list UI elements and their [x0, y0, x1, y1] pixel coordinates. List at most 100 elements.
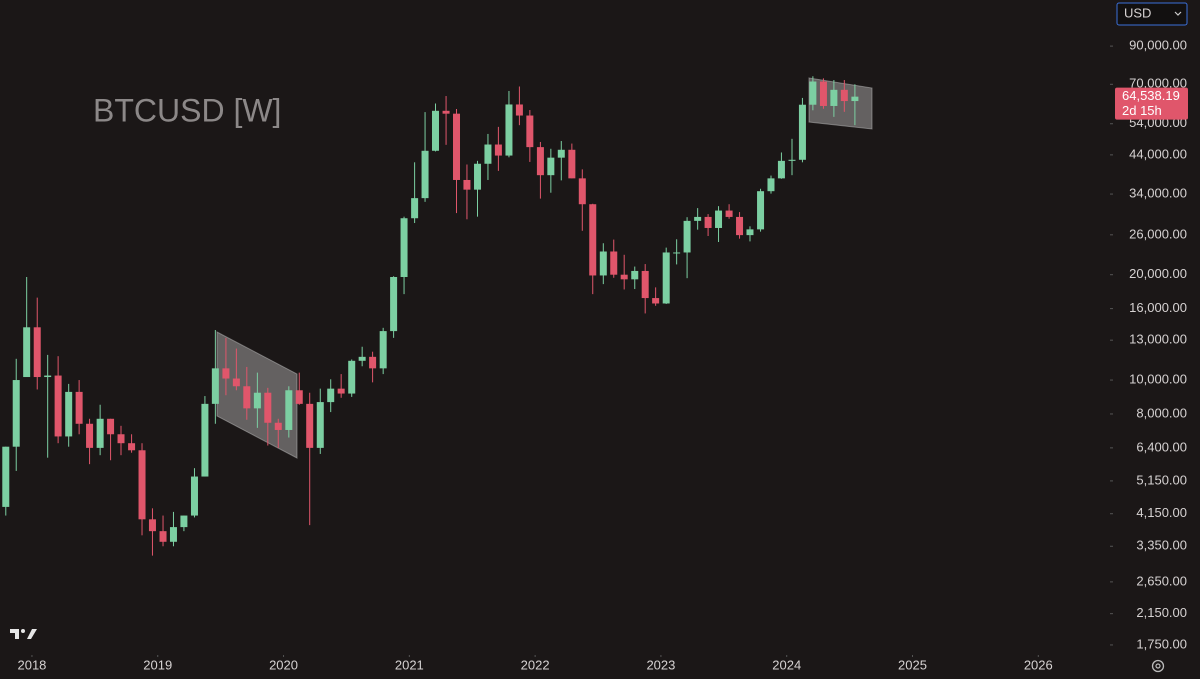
- y-tick-label: 8,000.00: [1136, 405, 1187, 420]
- candle-body: [54, 375, 62, 437]
- y-tick-label: 5,150.00: [1136, 472, 1187, 487]
- x-tick-label: 2022: [521, 657, 550, 672]
- x-tick-label: 2023: [646, 657, 675, 672]
- currency-label[interactable]: USD: [1124, 5, 1151, 20]
- logo-part: [21, 629, 25, 633]
- candle-body: [652, 298, 660, 304]
- candle-body: [431, 110, 439, 151]
- candle-body: [746, 229, 754, 236]
- candle-body: [599, 251, 607, 276]
- candle-body: [65, 391, 73, 437]
- x-tick-label: 2025: [898, 657, 927, 672]
- last-price-label: 64,538.19: [1122, 88, 1180, 103]
- candle-body: [379, 331, 387, 369]
- candle-body: [757, 191, 765, 230]
- last-price-box: [1115, 87, 1188, 120]
- candle-body: [830, 89, 838, 106]
- countdown-label: 2d 15h: [1122, 103, 1162, 118]
- candle-body: [725, 210, 733, 217]
- y-tick-label: 20,000.00: [1129, 266, 1187, 281]
- y-tick-label: 34,000.00: [1129, 185, 1187, 200]
- candle-body: [222, 368, 230, 379]
- candle-body: [474, 163, 482, 190]
- candle-body: [547, 157, 555, 176]
- candle-body: [704, 216, 712, 228]
- candle-body: [798, 104, 806, 160]
- candle-body: [86, 423, 94, 448]
- chevron[interactable]: [1174, 11, 1182, 16]
- candle-body: [694, 216, 702, 221]
- candle-body: [683, 220, 691, 253]
- candle-body: [23, 327, 31, 378]
- chart-title: BTCUSD [W]: [93, 92, 281, 128]
- candle-body: [557, 149, 565, 158]
- y-tick-label: 1,750.00: [1136, 636, 1187, 651]
- candle-body: [767, 178, 775, 192]
- candle-body: [809, 81, 817, 105]
- candle-body: [201, 403, 209, 477]
- gear-hub[interactable]: [1155, 663, 1161, 669]
- candle-body: [12, 380, 20, 447]
- settings-icon[interactable]: [1151, 659, 1165, 673]
- candle-body: [589, 204, 597, 276]
- candle-body: [463, 179, 471, 190]
- x-tick-label: 2019: [143, 657, 172, 672]
- candle-body: [190, 476, 198, 516]
- candle-body: [840, 89, 848, 102]
- candle-body: [159, 531, 167, 542]
- candle-body: [2, 446, 10, 507]
- candle-body: [169, 527, 177, 542]
- candle-body: [526, 115, 534, 148]
- candle-body: [536, 147, 544, 176]
- candle-body: [851, 96, 859, 102]
- y-tick-label: 44,000.00: [1129, 146, 1187, 161]
- y-tick-label: 26,000.00: [1129, 226, 1187, 241]
- candle-body: [777, 160, 785, 179]
- gear-ring[interactable]: [1151, 659, 1165, 673]
- candle-body: [610, 251, 618, 275]
- currency-select[interactable]: USD: [1116, 2, 1188, 26]
- candle-body: [274, 422, 282, 430]
- candle-body: [788, 159, 796, 161]
- candle-body: [673, 252, 681, 254]
- candle-body: [117, 434, 125, 444]
- y-tick-label: 6,400.00: [1136, 439, 1187, 454]
- candle-body: [33, 327, 41, 378]
- candle-body: [180, 515, 188, 528]
- x-tick-label: 2018: [17, 657, 46, 672]
- candle-body: [243, 386, 251, 409]
- y-tick-label: 10,000.00: [1129, 371, 1187, 386]
- candles: [2, 76, 859, 556]
- candle-body: [232, 378, 240, 387]
- candle-body: [75, 391, 83, 424]
- candle-body: [128, 443, 136, 451]
- x-tick-label: 2024: [772, 657, 801, 672]
- candle-body: [390, 276, 398, 332]
- y-tick-label: 2,650.00: [1136, 573, 1187, 588]
- candle-body: [369, 356, 377, 369]
- candle-body: [578, 178, 586, 205]
- y-tick-label: 2,150.00: [1136, 605, 1187, 620]
- candle-body: [411, 198, 419, 219]
- y-tick-label: 4,150.00: [1136, 505, 1187, 520]
- y-tick-label: 3,350.00: [1136, 538, 1187, 553]
- candle-body: [253, 392, 261, 409]
- candle-body: [327, 388, 335, 403]
- candle-body: [44, 375, 52, 378]
- y-tick-label: 16,000.00: [1129, 300, 1187, 315]
- candle-body: [295, 390, 303, 404]
- currency-box[interactable]: [1116, 2, 1188, 26]
- candle-body: [358, 356, 366, 361]
- candle-body: [641, 270, 649, 299]
- candle-body: [736, 216, 744, 236]
- candle-body: [348, 360, 356, 394]
- candle-body: [819, 81, 827, 106]
- candle-body: [515, 104, 523, 116]
- candle-body: [264, 392, 272, 423]
- x-tick-label: 2020: [269, 657, 298, 672]
- y-tick-label: 70,000.00: [1129, 76, 1187, 91]
- logo-part: [10, 629, 19, 639]
- candle-body: [107, 418, 115, 435]
